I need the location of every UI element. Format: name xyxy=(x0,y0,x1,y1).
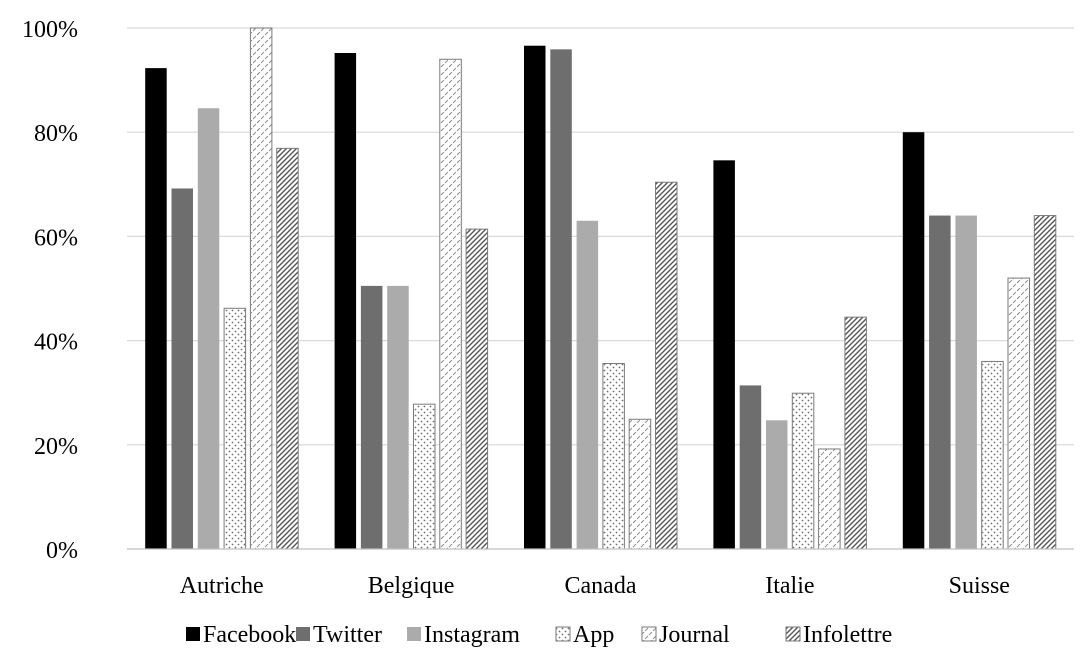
legend-swatch-journal xyxy=(641,626,657,642)
bar-journal-belgique xyxy=(439,58,462,550)
bar-instagram-belgique xyxy=(387,285,409,549)
legend-swatch-infolettre xyxy=(785,626,801,642)
legend-label-facebook: Facebook xyxy=(203,622,296,648)
legend-swatch-app xyxy=(555,626,571,642)
legend-swatch-instagram xyxy=(407,627,421,641)
bar-infolettre-autriche xyxy=(276,147,299,550)
bar-facebook-autriche xyxy=(145,68,167,549)
bar-instagram-autriche xyxy=(197,108,220,549)
bar-facebook-suisse xyxy=(902,132,925,549)
legend-swatch-facebook xyxy=(186,627,200,641)
bar-infolettre-canada xyxy=(655,181,678,550)
x-category-label: Autriche xyxy=(180,573,264,599)
bar-twitter-canada xyxy=(550,49,572,550)
bar-journal-autriche xyxy=(249,27,273,550)
legend-swatch-twitter xyxy=(296,627,310,641)
bar-twitter-autriche xyxy=(171,188,193,549)
bar-instagram-italie xyxy=(766,420,788,549)
bar-infolettre-italie xyxy=(844,316,867,550)
bar-journal-suisse xyxy=(1007,277,1030,550)
y-tick-label: 40% xyxy=(34,330,78,356)
bar-app-canada xyxy=(602,363,625,550)
bar-twitter-italie xyxy=(739,385,762,549)
bar-instagram-suisse xyxy=(955,215,977,549)
bar-twitter-suisse xyxy=(929,215,951,549)
bar-facebook-belgique xyxy=(334,53,357,550)
legend-label-app: App xyxy=(573,622,614,648)
y-tick-label: 80% xyxy=(34,121,78,147)
bar-app-autriche xyxy=(223,307,247,550)
bar-infolettre-suisse xyxy=(1033,215,1057,550)
y-axis-tick-labels: 0% 20% 40% 60% 80% 100% xyxy=(22,17,78,564)
legend-label-journal: Journal xyxy=(659,622,730,648)
y-tick-label: 100% xyxy=(22,17,78,43)
legend-label-twitter: Twitter xyxy=(313,622,382,648)
y-tick-label: 60% xyxy=(34,225,78,251)
legend-label-infolettre: Infolettre xyxy=(803,622,892,648)
y-tick-label: 20% xyxy=(34,434,78,460)
y-tick-label: 0% xyxy=(46,538,78,564)
bar-journal-canada xyxy=(628,418,652,550)
bar-twitter-belgique xyxy=(360,285,383,549)
bar-infolettre-belgique xyxy=(465,228,489,550)
bar-app-italie xyxy=(791,392,815,550)
legend-label-instagram: Instagram xyxy=(424,622,520,648)
legend: Facebook Twitter Instagram App Journal Infole… xyxy=(186,622,892,648)
x-category-label: Canada xyxy=(565,573,637,599)
bar-facebook-canada xyxy=(524,45,546,550)
bars xyxy=(145,27,1057,550)
x-axis-category-labels: Autriche Belgique Canada Italie Suisse xyxy=(180,573,1010,599)
x-category-label: Belgique xyxy=(368,573,455,599)
bar-app-suisse xyxy=(981,360,1004,550)
bar-app-belgique xyxy=(413,403,436,550)
x-category-label: Suisse xyxy=(949,573,1010,599)
bar-facebook-italie xyxy=(713,160,735,550)
x-category-label: Italie xyxy=(765,573,814,599)
bar-instagram-canada xyxy=(576,220,599,549)
bar-journal-italie xyxy=(818,448,841,550)
